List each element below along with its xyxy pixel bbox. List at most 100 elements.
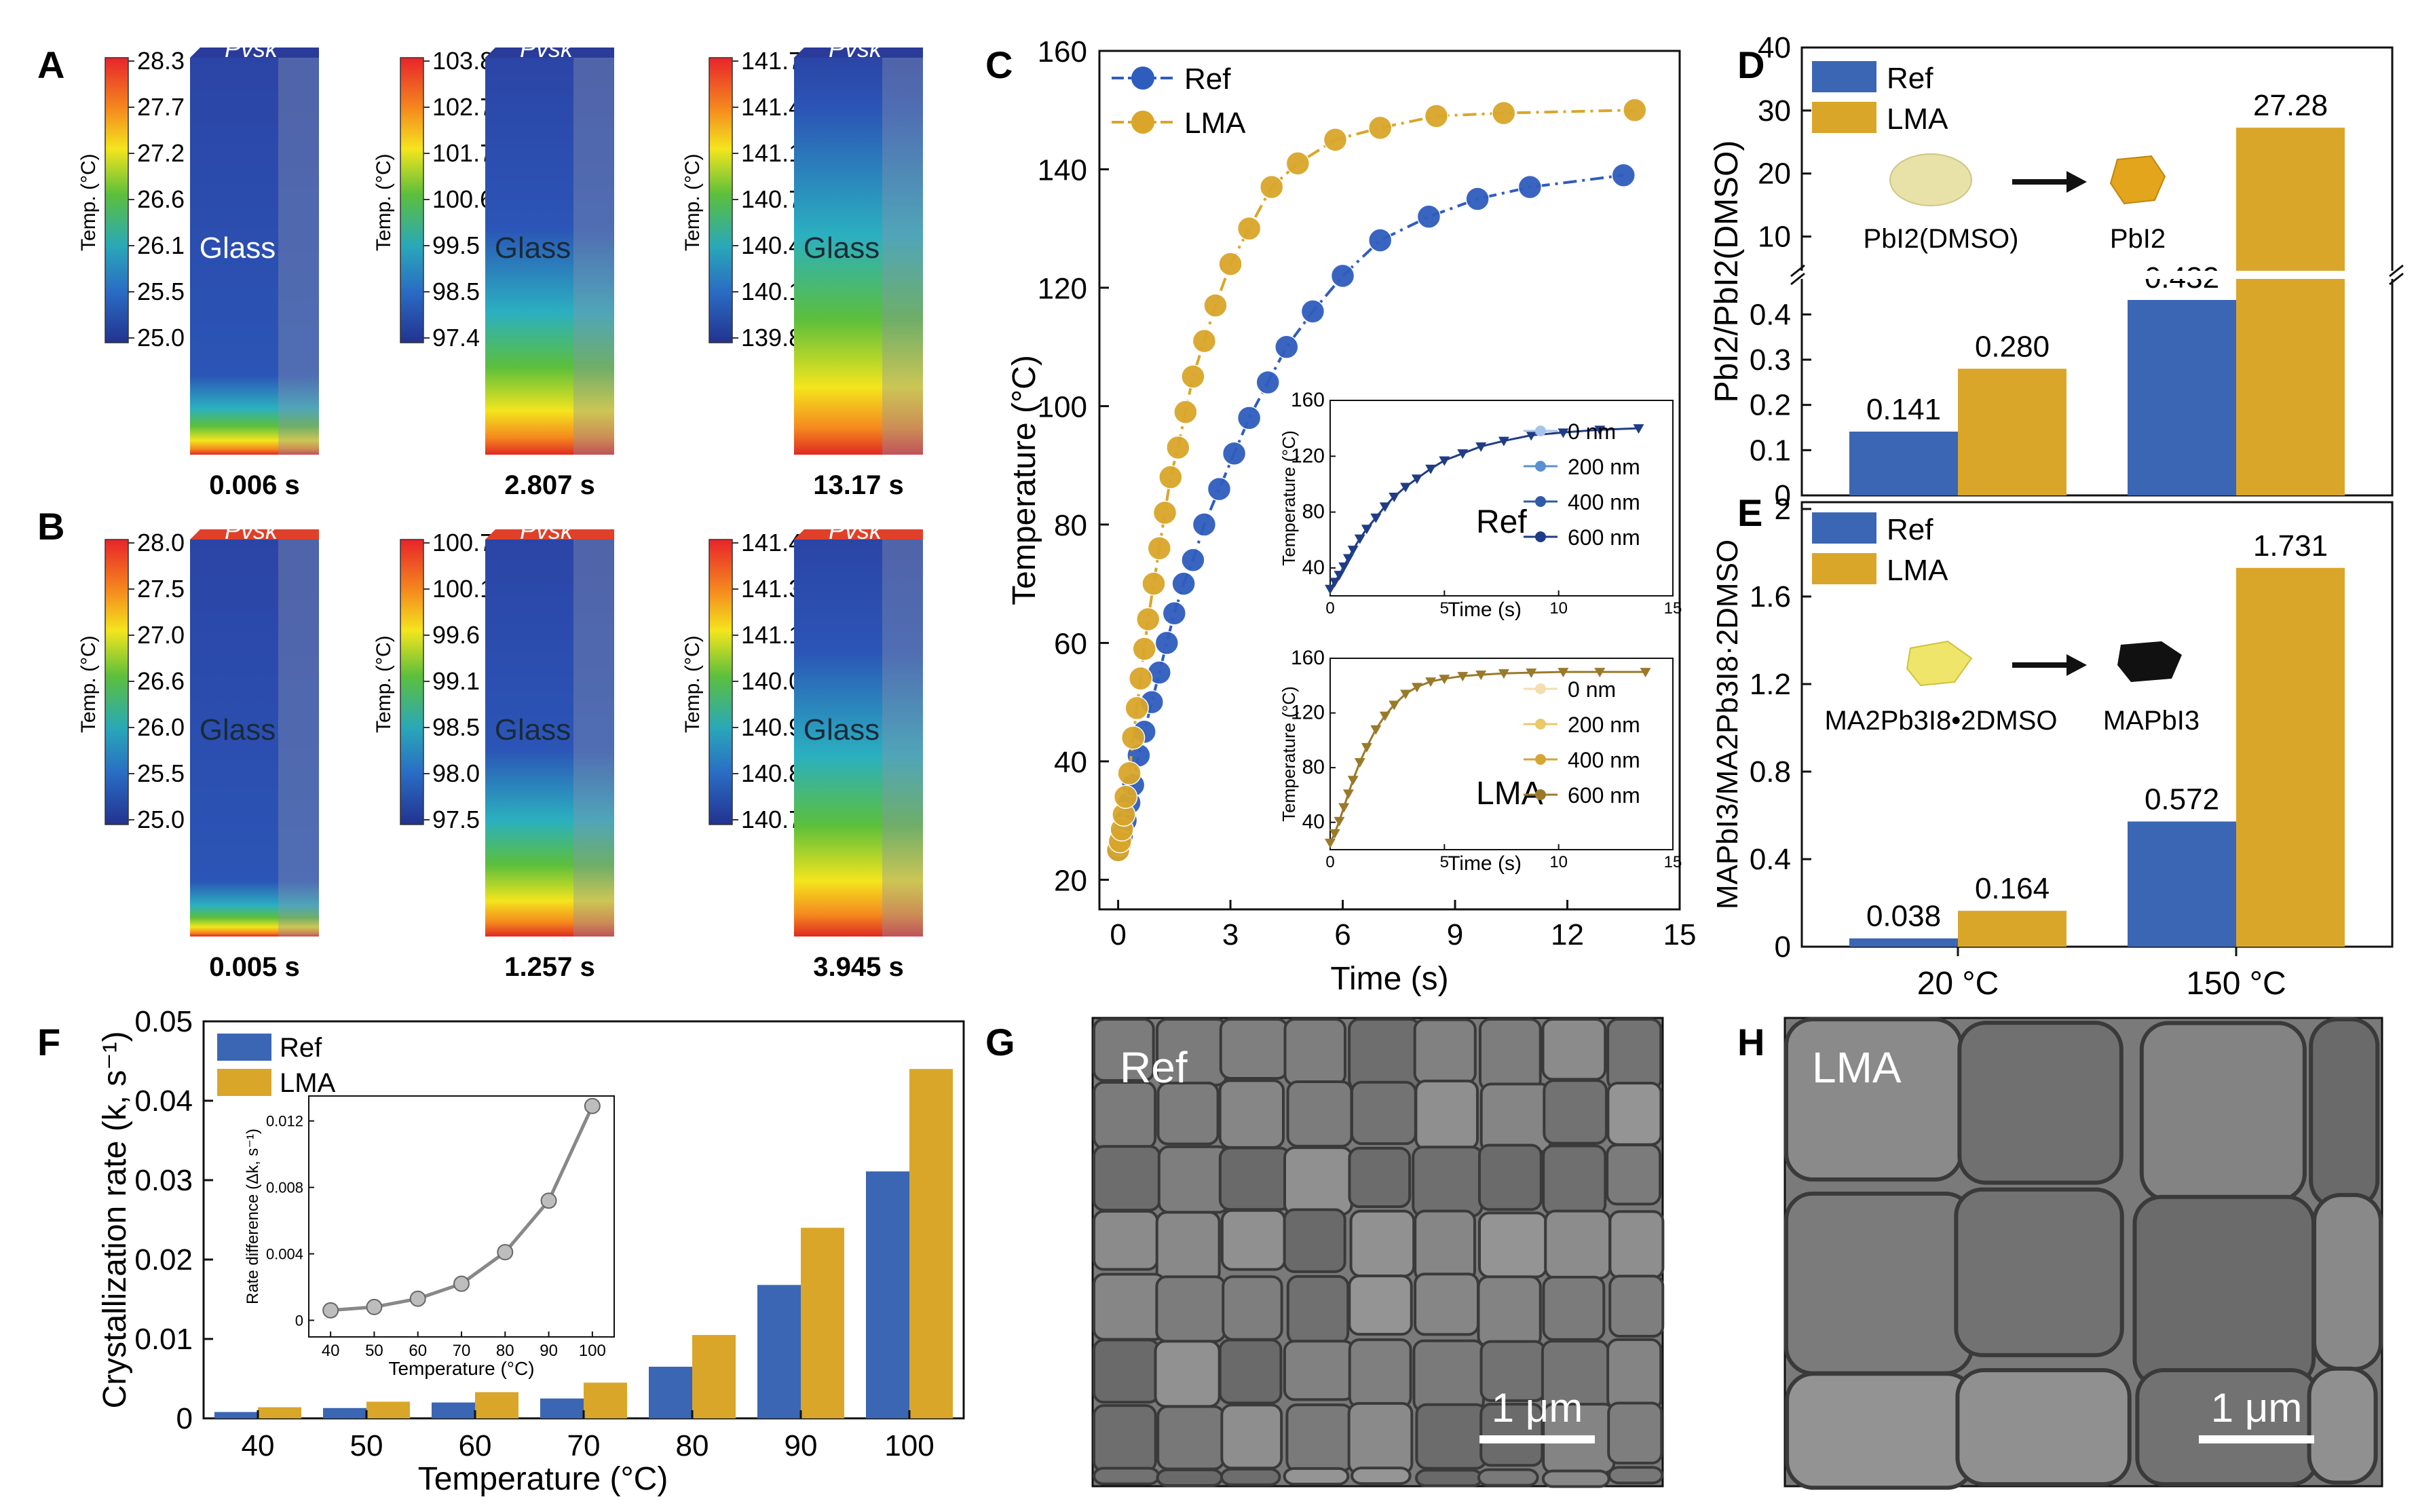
- inset-legend-label: 0 nm: [1568, 677, 1616, 702]
- data-point-ref: [1192, 512, 1217, 537]
- inset-y-tick-label: 160: [1291, 647, 1325, 669]
- sem-grain: [1093, 1338, 1160, 1404]
- axis-break-mark: [2389, 264, 2404, 286]
- data-point-lma: [1192, 328, 1217, 354]
- column-top-face: [485, 529, 614, 540]
- data-point-lma: [1120, 725, 1146, 750]
- x-tick-label: 9: [1447, 918, 1463, 951]
- panel-d-bar-chart: 0 0.1 0.2 0.3 0.4 10 20 30 40 PbI2/PbI2(DMSO) 0.14…: [1709, 31, 2404, 512]
- series-line-lma: [1116, 109, 1635, 851]
- sem-grain: [1283, 1146, 1353, 1216]
- sem-grain: [1283, 1467, 1350, 1486]
- reaction-arrow-head: [2066, 171, 2087, 193]
- x-tick-label: 15: [1663, 918, 1697, 951]
- colorbar-tick-label: 25.5: [137, 278, 185, 305]
- inset-data-point: [322, 1302, 339, 1319]
- colorbar-tick-label: 100.7: [432, 529, 493, 556]
- sem-grain: [1541, 1018, 1607, 1081]
- inset-x-tick-label: 90: [540, 1342, 558, 1360]
- sem-grain: [1157, 1145, 1230, 1214]
- legend-swatch: [1812, 102, 1876, 133]
- colorbar: [105, 57, 129, 343]
- sem-grain: [1544, 1209, 1612, 1280]
- sem-grain: [1412, 1339, 1485, 1413]
- sem-grain: [1785, 1372, 1976, 1490]
- data-point-lma: [1181, 364, 1205, 389]
- sem-grain: [1543, 1079, 1608, 1145]
- colorbar-tick-label: 98.5: [432, 713, 480, 741]
- sem-grain: [1415, 1403, 1488, 1470]
- time-label: 0.006 s: [209, 470, 299, 500]
- bar-lma: [2236, 128, 2345, 496]
- sem-grain: [1477, 1211, 1548, 1279]
- sem-grain: [1608, 1466, 1664, 1485]
- y-tick-label: 0: [176, 1402, 193, 1435]
- inset-frame: [1329, 658, 1674, 850]
- sem-grain: [1606, 1082, 1663, 1146]
- inset-data-point: [1439, 456, 1450, 466]
- inset-data-point: [540, 1192, 557, 1209]
- inset-y-tick-label: 80: [1302, 501, 1325, 523]
- column-side-shade: [573, 58, 614, 455]
- x-tick-label: 20 °C: [1917, 966, 1999, 1002]
- legend-swatch: [217, 1034, 271, 1061]
- inset-data-point: [1633, 424, 1644, 434]
- x-tick-label: 40: [242, 1429, 275, 1462]
- sem-grain: [1220, 1403, 1283, 1470]
- colorbar-tick-label: 141.1: [741, 621, 802, 649]
- data-point-ref: [1367, 228, 1393, 252]
- time-label: 3.945 s: [813, 952, 903, 982]
- inset-data-point: [1526, 668, 1537, 679]
- inset-legend-label: 200 nm: [1568, 713, 1640, 737]
- sem-grain: [1414, 1469, 1484, 1488]
- temp-axis-label: Temp. (°C): [77, 635, 100, 733]
- mapbi3-crystal-image: [2117, 641, 2182, 682]
- y-tick-label: 10: [1758, 221, 1791, 254]
- legend-label: LMA: [280, 1068, 336, 1098]
- sem-grain: [1477, 1275, 1542, 1348]
- colorbar-tick-label: 103.8: [432, 47, 493, 75]
- y-tick-label: 100: [1038, 390, 1087, 423]
- pvsk-label: Pvsk: [520, 516, 574, 544]
- data-point-ref: [1162, 601, 1187, 626]
- data-point-ref: [1465, 187, 1490, 211]
- inset-x-axis-label: Time (s): [1448, 852, 1522, 875]
- inset-data-point: [1389, 700, 1400, 711]
- colorbar-tick-label: 26.0: [137, 713, 185, 741]
- inset-data-point: [1379, 711, 1391, 721]
- inset-data-point: [1475, 670, 1487, 681]
- inset-x-axis-label: Temperature (°C): [388, 1358, 534, 1379]
- y-tick-label: 80: [1054, 509, 1087, 542]
- y-tick-label: 60: [1054, 627, 1087, 660]
- bar-lma: [801, 1228, 844, 1418]
- colorbar-tick-label: 27.5: [137, 575, 185, 603]
- y-tick-label: 20: [1758, 157, 1791, 191]
- bar-ref: [1849, 432, 1958, 495]
- sem-grain: [1220, 1467, 1281, 1486]
- column-side-shade: [573, 540, 614, 937]
- pvsk-label: Pvsk: [829, 516, 883, 544]
- colorbar-tick-label: 26.1: [137, 231, 185, 259]
- colorbar: [400, 539, 424, 825]
- data-point-ref: [1237, 406, 1262, 430]
- bar-value-label: 27.28: [2253, 89, 2328, 122]
- inset-data-point: [1354, 534, 1365, 544]
- reaction-from-label: PbI2(DMSO): [1864, 224, 2019, 254]
- sem-grain: [1283, 1340, 1355, 1401]
- sem-grain: [2307, 1366, 2378, 1485]
- data-point-ref: [1611, 163, 1636, 187]
- sem-grain: [1607, 1401, 1663, 1464]
- y-tick-label: 0.03: [134, 1164, 193, 1197]
- bar-value-label: 0.141: [1866, 393, 1941, 426]
- sem-grain: [1155, 1211, 1221, 1284]
- data-point-lma: [1135, 607, 1160, 632]
- inset-legend-marker: [1535, 461, 1546, 472]
- y-tick-label: 40: [1054, 746, 1087, 779]
- inset-legend-label: 200 nm: [1568, 455, 1640, 479]
- colorbar-tick-label: 141.7: [741, 47, 802, 75]
- y-axis-label: PbI2/PbI2(DMSO): [1709, 140, 1745, 403]
- sem-grain: [1286, 1080, 1353, 1148]
- panel-label-h: H: [1737, 1021, 1764, 1063]
- colorbar-tick-label: 97.4: [432, 324, 480, 352]
